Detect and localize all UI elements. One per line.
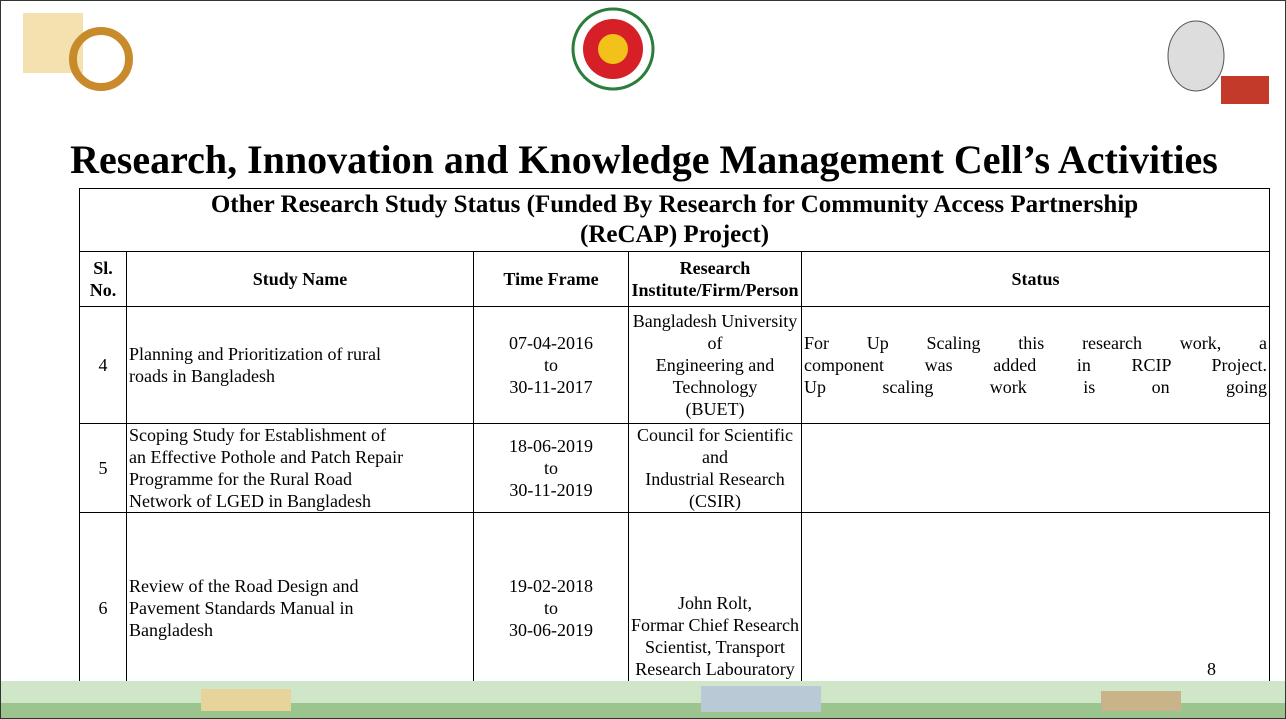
column-header: Research Institute/Firm/Person: [628, 251, 802, 307]
text-line: Pavement Standards Manual in: [129, 597, 354, 618]
logo-right: [1167, 20, 1269, 104]
text-line: Industrial Research: [645, 469, 785, 489]
table-cell: 6: [79, 512, 127, 703]
table-row: 6 Review of the Road Design and Pavement S…: [79, 512, 1271, 703]
text-line: Technology: [672, 377, 758, 397]
text-line: Council for Scientific and: [637, 425, 793, 467]
table-row: 5 Scoping Study for Establishment of an Ef…: [79, 423, 1271, 513]
text-line: to: [543, 355, 558, 375]
column-header: Sl. No.: [79, 251, 127, 307]
text-line: Planning and Prioritization of rural: [129, 344, 381, 364]
footer-strip: [1, 681, 1285, 718]
text-line: Review of the Road Design and: [129, 575, 359, 596]
table-cell: For Up Scaling this research work, a comp…: [800, 306, 1271, 424]
text-line: Sl.: [93, 258, 113, 278]
logos: [23, 7, 1269, 104]
text-line: Engineering and: [655, 355, 775, 375]
text-line: Scoping Study for Establishment of: [129, 425, 386, 445]
text-line: 30-06-2019: [509, 619, 593, 640]
text-line: Programme for the Rural Road: [129, 469, 352, 489]
table-cell: 07-04-2016 to 30-11-2017: [473, 306, 629, 424]
text-line: John Rolt,: [677, 593, 752, 613]
text-line: Research Labouratory: [635, 659, 795, 679]
table-cell: Council for Scientific and Industrial Res…: [628, 423, 802, 513]
column-header: Study Name: [126, 251, 474, 307]
text-line: No.: [89, 280, 117, 300]
column-header: Status: [800, 251, 1271, 307]
text-line: 4: [98, 355, 108, 375]
text-line: an Effective Pothole and Patch Repair: [129, 447, 404, 467]
text-line: to: [543, 597, 558, 618]
table-cell: Bangladesh University of Engineering and T…: [628, 306, 802, 424]
table-row: 4 Planning and Prioritization of rural roa…: [79, 306, 1271, 424]
text-line: component was added in RCIP Project.: [804, 355, 1268, 375]
table-cell: 19-02-2018 to 30-06-2019: [473, 512, 629, 703]
text-line: 30-11-2019: [509, 480, 593, 500]
text-line: 19-02-2018: [509, 575, 593, 596]
table: Other Research Study Status (Funded By R…: [78, 188, 1271, 703]
text-line: 5: [98, 458, 108, 478]
page-number: 8: [1207, 659, 1216, 679]
title: Research, Innovation and Knowledge Manag…: [70, 137, 1218, 182]
table-cell: [800, 423, 1271, 513]
text-line: For Up Scaling this research work, a: [804, 333, 1268, 353]
text-line: Bangladesh University of: [632, 311, 798, 353]
text-line: Institute/Firm/Person: [631, 280, 799, 300]
header-row: Sl. No. Study Name Time Frame Research Instit…: [79, 251, 1271, 307]
text-line: Research: [679, 258, 751, 278]
logo-center: [571, 7, 655, 91]
logo-left: [23, 13, 133, 91]
text-line: Status: [1011, 269, 1060, 289]
table-cell: [800, 512, 1271, 703]
table-cell: 18-06-2019 to 30-11-2019: [473, 423, 629, 513]
text-line: Bangladesh: [129, 619, 213, 640]
text-line: (CSIR): [688, 491, 741, 511]
table-caption: Other Research Study Status (Funded By R…: [78, 188, 1271, 252]
table-cell: 5: [79, 423, 127, 513]
table-cell: Scoping Study for Establishment of an Eff…: [126, 423, 474, 513]
text-line: 18-06-2019: [509, 436, 593, 456]
table-cell: Planning and Prioritization of rural road…: [126, 306, 474, 424]
text-line: roads in Bangladesh: [129, 366, 275, 386]
text-line: Formar Chief Research: [631, 615, 799, 635]
table-cell: 4: [79, 306, 127, 424]
text-line: Other Research Study Status (Funded By R…: [210, 191, 1139, 218]
text-line: 6: [98, 597, 108, 618]
text-line: Network of LGED in Bangladesh: [129, 491, 371, 511]
table-cell: Review of the Road Design and Pavement St…: [126, 512, 474, 703]
table-cell: John Rolt, Formar Chief Research Scientist…: [628, 512, 802, 703]
text-line: Up scaling work is on going: [804, 377, 1268, 397]
text-line: Study Name: [252, 269, 348, 289]
text-line: Time Frame: [503, 269, 599, 289]
text-line: 30-11-2017: [509, 377, 593, 397]
text-line: 07-04-2016: [509, 333, 593, 353]
text-line: (ReCAP) Project): [580, 221, 770, 248]
text-line: Scientist, Transport: [644, 637, 786, 657]
column-header: Time Frame: [473, 251, 629, 307]
text-line: to: [543, 458, 558, 478]
text-line: (BUET): [685, 399, 745, 419]
caption-row: Other Research Study Status (Funded By R…: [78, 188, 1271, 252]
